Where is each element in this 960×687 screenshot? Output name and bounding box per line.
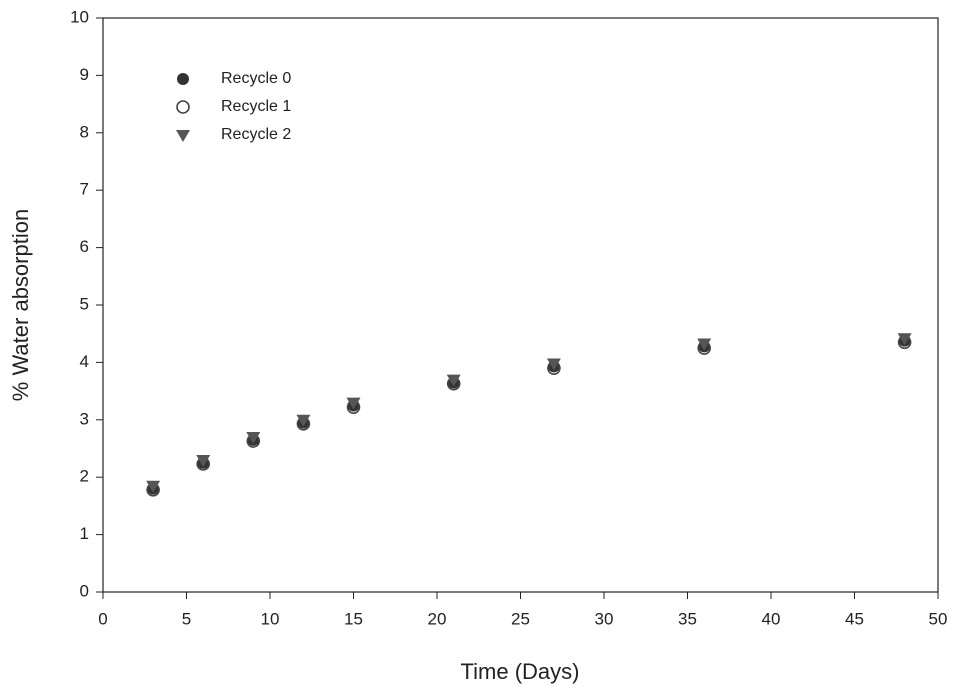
x-axis-title: Time (Days) [461,659,580,684]
legend-label: Recycle 0 [221,70,291,87]
x-tick-label: 15 [344,609,363,628]
x-tick-label: 0 [98,609,107,628]
y-tick-label: 1 [80,524,89,543]
y-tick-label: 4 [80,352,89,371]
data-point [446,374,461,387]
x-tick-label: 10 [261,609,280,628]
data-point [146,480,161,493]
data-point [897,333,912,346]
y-tick-label: 7 [80,180,89,199]
x-tick-label: 20 [428,609,447,628]
x-tick-label: 45 [845,609,864,628]
data-point [246,432,261,445]
y-tick-label: 8 [80,122,89,141]
x-tick-label: 25 [511,609,530,628]
data-point [296,414,311,427]
legend-marker [177,73,189,85]
legend-marker [176,130,190,142]
y-axis-title: % Water absorption [8,209,33,401]
y-tick-label: 5 [80,294,89,313]
legend-marker [176,100,190,114]
data-point [546,358,561,371]
data-point [346,397,361,410]
x-tick-label: 35 [678,609,697,628]
legend-label: Recycle 2 [221,126,291,143]
y-tick-label: 0 [80,581,89,600]
x-tick-label: 40 [762,609,781,628]
y-tick-label: 9 [80,65,89,84]
data-point [697,338,712,351]
y-tick-label: 6 [80,237,89,256]
x-tick-label: 5 [182,609,191,628]
y-tick-label: 10 [70,7,89,26]
y-tick-label: 2 [80,467,89,486]
x-tick-label: 50 [929,609,948,628]
x-tick-label: 30 [595,609,614,628]
data-point [196,454,211,467]
y-tick-label: 3 [80,409,89,428]
legend-label: Recycle 1 [221,98,291,115]
